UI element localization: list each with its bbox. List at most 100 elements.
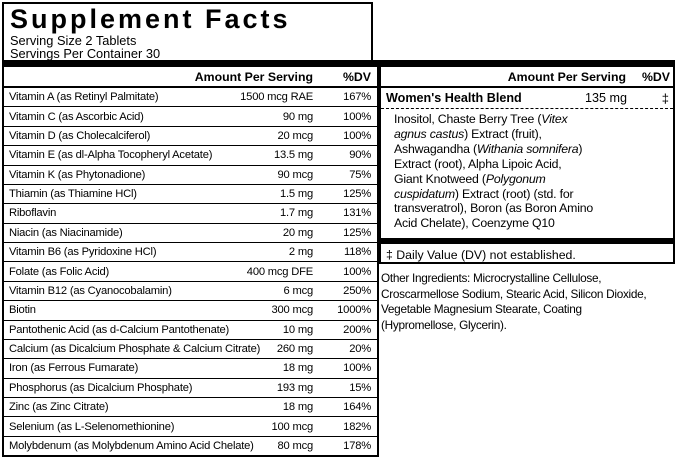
nutrient-amount: 90 mcg [277,168,314,181]
nutrient-row: Calcium (as Dicalcium Phosphate & Calciu… [4,338,377,358]
nutrient-row: Vitamin B12 (as Cyanocobalamin) 6 mcg 250% [4,280,377,300]
blend-ingredient-line: Extract (root), Alpha Lipoic Acid, [394,157,647,172]
nutrient-name: Zinc (as Zinc Citrate) [9,401,109,414]
nutrient-amount: 20 mg [282,226,313,239]
nutrient-amount: 193 mg [276,381,313,394]
nutrient-amount: 80 mcg [277,439,314,452]
nutrient-dv: 15% [349,381,371,394]
nutrient-dv: 167% [343,91,371,104]
nutrient-dv: 182% [343,420,371,433]
nutrient-amount: 18 mg [282,362,313,375]
nutrient-row: Selenium (as L-Selenomethionine) 100 mcg 1… [4,416,377,435]
nutrient-dv: 164% [343,401,371,414]
nutrient-row: Vitamin D (as Cholecalciferol) 20 mcg 100% [4,125,377,145]
blend-ingredient-line: transveratrol), Boron (as Boron Amino [394,201,647,216]
nutrient-amount: 2 mg [288,246,313,259]
nutrient-name: Vitamin B6 (as Pyridoxine HCl) [9,246,157,259]
nutrient-name: Calcium (as Dicalcium Phosphate & Calciu… [9,343,261,356]
nutrient-amount: 300 mcg [271,304,313,317]
nutrient-name: Biotin [9,304,36,317]
serving-size-text: Serving Size 2 Tablets [10,33,137,48]
nutrient-dv: 100% [343,362,371,375]
amount-per-serving-header: Amount Per Serving [507,69,626,84]
nutrient-table: Amount Per Serving %DV Vitamin A (as Ret… [2,67,379,457]
nutrient-name: Vitamin E (as dl-Alpha Tocopheryl Acetat… [9,149,213,162]
nutrient-name: Pantothenic Acid (as d-Calcium Pantothen… [9,323,230,336]
nutrient-table-header: Amount Per Serving %DV [4,67,377,88]
nutrient-row: Thiamin (as Thiamine HCl) 1.5 mg 125% [4,183,377,203]
thick-divider-bar [2,60,675,67]
blend-ingredient-segment: Acid Chelate), Coenzyme Q10 [394,216,555,231]
nutrient-row: Pantothenic Acid (as d-Calcium Pantothen… [4,319,377,339]
nutrient-row: Biotin 300 mcg 1000% [4,300,377,319]
nutrient-name: Vitamin D (as Cholecalciferol) [9,129,151,142]
nutrient-row: Iron (as Ferrous Fumarate) 18 mg 100% [4,358,377,377]
nutrient-row: Niacin (as Niacinamide) 20 mg 125% [4,222,377,242]
amount-per-serving-header: Amount Per Serving [194,69,313,84]
nutrient-amount: 100 mcg [271,420,313,433]
blend-ingredient-segment: ) Extract (fruit), [464,126,542,141]
blend-ingredient-segment: Inositol, Chaste Berry Tree ( [394,112,542,126]
nutrient-name: Vitamin C (as Ascorbic Acid) [9,110,144,123]
nutrient-name: Vitamin A (as Retinyl Palmitate) [9,91,159,104]
nutrient-dv: 200% [343,323,371,336]
title-box: Supplement Facts Serving Size 2 Tablets … [2,2,373,60]
blend-ingredient-line: Acid Chelate), Coenzyme Q10 [394,216,647,231]
dv-footnote: ‡ Daily Value (DV) not established. [386,248,576,262]
blend-divider-bar [381,238,673,244]
blend-panel-header: Amount Per Serving %DV [381,67,673,88]
nutrient-dv: 125% [343,188,371,201]
blend-ingredient-segment: transveratrol), Boron (as Boron Amino [394,201,594,216]
blend-name: Women's Health Blend [386,91,522,105]
nutrient-name: Folate (as Folic Acid) [9,265,110,278]
nutrient-amount: 260 mg [276,343,313,356]
nutrient-name: Riboflavin [9,207,57,220]
nutrient-amount: 18 mg [282,401,313,414]
blend-ingredient-line: Giant Knotweed (Polygonum [394,172,647,187]
blend-ingredient-segment: Polygonum [485,171,546,186]
servings-per-container-text: Servings Per Container 30 [10,46,161,62]
nutrient-dv: 90% [349,149,371,162]
nutrient-dv: 118% [344,246,371,259]
nutrient-amount: 400 mcg DFE [246,265,313,278]
nutrient-name: Molybdenum (as Molybdenum Amino Acid Che… [9,439,254,452]
page-title: Supplement Facts [10,4,291,34]
nutrient-name: Vitamin B12 (as Cyanocobalamin) [9,284,172,297]
blend-ingredients: Inositol, Chaste Berry Tree (Vitex agnus … [381,109,673,238]
percent-dv-header: %DV [342,69,371,84]
nutrient-amount: 90 mg [282,110,313,123]
blend-dv-dagger: ‡ [661,90,669,106]
nutrient-amount: 6 mcg [283,284,314,297]
blend-panel: Amount Per Serving %DV Women's Health Bl… [379,67,675,264]
nutrient-row: Vitamin K (as Phytonadione) 90 mcg 75% [4,164,377,184]
blend-ingredient-line: cuspidatum) Extract (root) (std. for [394,187,647,202]
nutrient-dv: 20% [349,343,371,356]
blend-ingredient-segment: cuspidatum [394,186,455,201]
percent-dv-header: %DV [641,69,670,84]
nutrient-name: Phosphorus (as Dicalcium Phosphate) [9,381,193,394]
blend-ingredient-line: agnus castus) Extract (fruit), [394,127,647,142]
nutrient-dv: 178% [343,439,371,452]
blend-ingredient-segment: ) [578,141,583,156]
blend-ingredient-line: Inositol, Chaste Berry Tree (Vitex [394,112,647,127]
nutrient-name: Vitamin K (as Phytonadione) [9,168,146,181]
nutrient-dv: 1000% [337,304,371,317]
blend-ingredient-segment: Extract (root), Alpha Lipoic Acid, [394,156,562,171]
nutrient-name: Thiamin (as Thiamine HCl) [9,188,137,201]
nutrient-amount: 10 mg [282,323,313,336]
blend-amount: 135 mg [584,91,627,105]
nutrient-amount: 1.5 mg [279,188,313,201]
nutrient-rows: Vitamin A (as Retinyl Palmitate) 1500 mcg… [4,88,377,455]
nutrient-row: Vitamin C (as Ascorbic Acid) 90 mg 100% [4,106,377,125]
blend-ingredient-segment: ) Extract (root) (std. for [454,186,574,201]
nutrient-amount: 13.5 mg [273,149,313,162]
nutrient-dv: 100% [343,265,371,278]
blend-ingredient-line: Ashwagandha (Withania somnifera) [394,142,647,157]
nutrient-dv: 100% [343,129,371,142]
blend-ingredient-segment: Ashwagandha ( [394,141,477,156]
blend-ingredient-segment: agnus castus [394,126,465,141]
nutrient-row: Vitamin A (as Retinyl Palmitate) 1500 mcg… [4,88,377,106]
nutrient-dv: 75% [349,168,371,181]
nutrient-row: Phosphorus (as Dicalcium Phosphate) 193 m… [4,377,377,397]
